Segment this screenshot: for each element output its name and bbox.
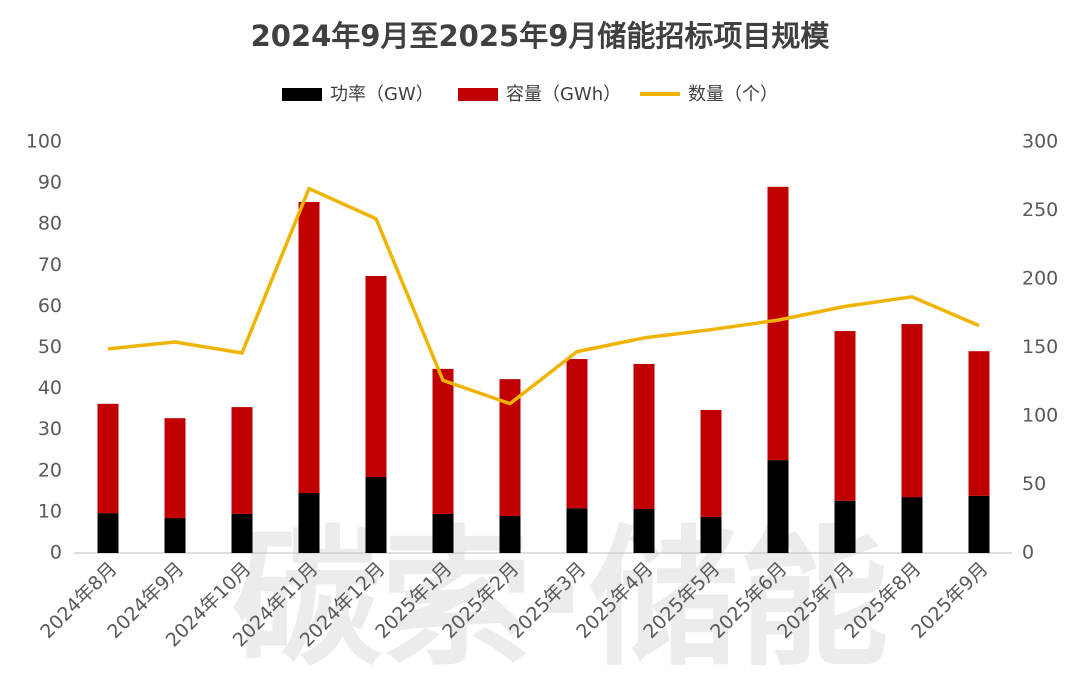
legend-label: 功率（GW） [330, 84, 434, 105]
bar [901, 324, 923, 498]
bar [700, 409, 722, 517]
bar [231, 407, 253, 514]
bar [164, 418, 186, 519]
line [107, 186, 980, 406]
y2-tick-label: 50 [1022, 473, 1046, 495]
bar [901, 497, 923, 553]
bar [499, 516, 521, 553]
y2-tick-label: 100 [1022, 405, 1058, 427]
y-tick-label: 0 [50, 542, 62, 564]
y-tick-label: 100 [26, 131, 62, 153]
bar [164, 518, 186, 553]
y2-tick-label: 250 [1022, 199, 1058, 221]
legend-swatch [282, 88, 322, 101]
bar [566, 508, 588, 553]
chart-title: 2024年9月至2025年9月储能招标项目规模 [251, 19, 831, 53]
bar [298, 492, 320, 553]
bar [97, 513, 119, 553]
y-tick-label: 60 [38, 295, 62, 317]
y2-tick-label: 150 [1022, 336, 1058, 358]
bar [432, 513, 454, 553]
y-tick-label: 10 [38, 500, 62, 522]
y-tick-label: 70 [38, 254, 62, 276]
bar [499, 379, 521, 517]
bar [968, 351, 990, 496]
y-tick-label: 20 [38, 459, 62, 481]
bar [767, 460, 789, 553]
legend-label: 数量（个） [688, 84, 778, 105]
bar [298, 202, 320, 493]
legend-swatch [458, 88, 498, 101]
bar [633, 509, 655, 553]
bar [566, 359, 588, 509]
y-tick-label: 30 [38, 418, 62, 440]
bar [700, 516, 722, 553]
y2-tick-label: 300 [1022, 131, 1058, 153]
bar [767, 186, 789, 461]
y-tick-label: 90 [38, 172, 62, 194]
y-tick-label: 50 [38, 336, 62, 358]
legend-label: 容量（GWh） [506, 84, 621, 105]
bar [633, 363, 655, 510]
y2-tick-label: 200 [1022, 268, 1058, 290]
bar [968, 495, 990, 553]
y2-tick-label: 0 [1022, 542, 1034, 564]
bar [834, 500, 856, 553]
bar [231, 513, 253, 553]
bar [365, 476, 387, 553]
y-tick-label: 80 [38, 213, 62, 235]
bar [97, 403, 119, 514]
y-tick-label: 40 [38, 377, 62, 399]
bar [834, 331, 856, 501]
bar [432, 368, 454, 514]
bar [365, 275, 387, 477]
